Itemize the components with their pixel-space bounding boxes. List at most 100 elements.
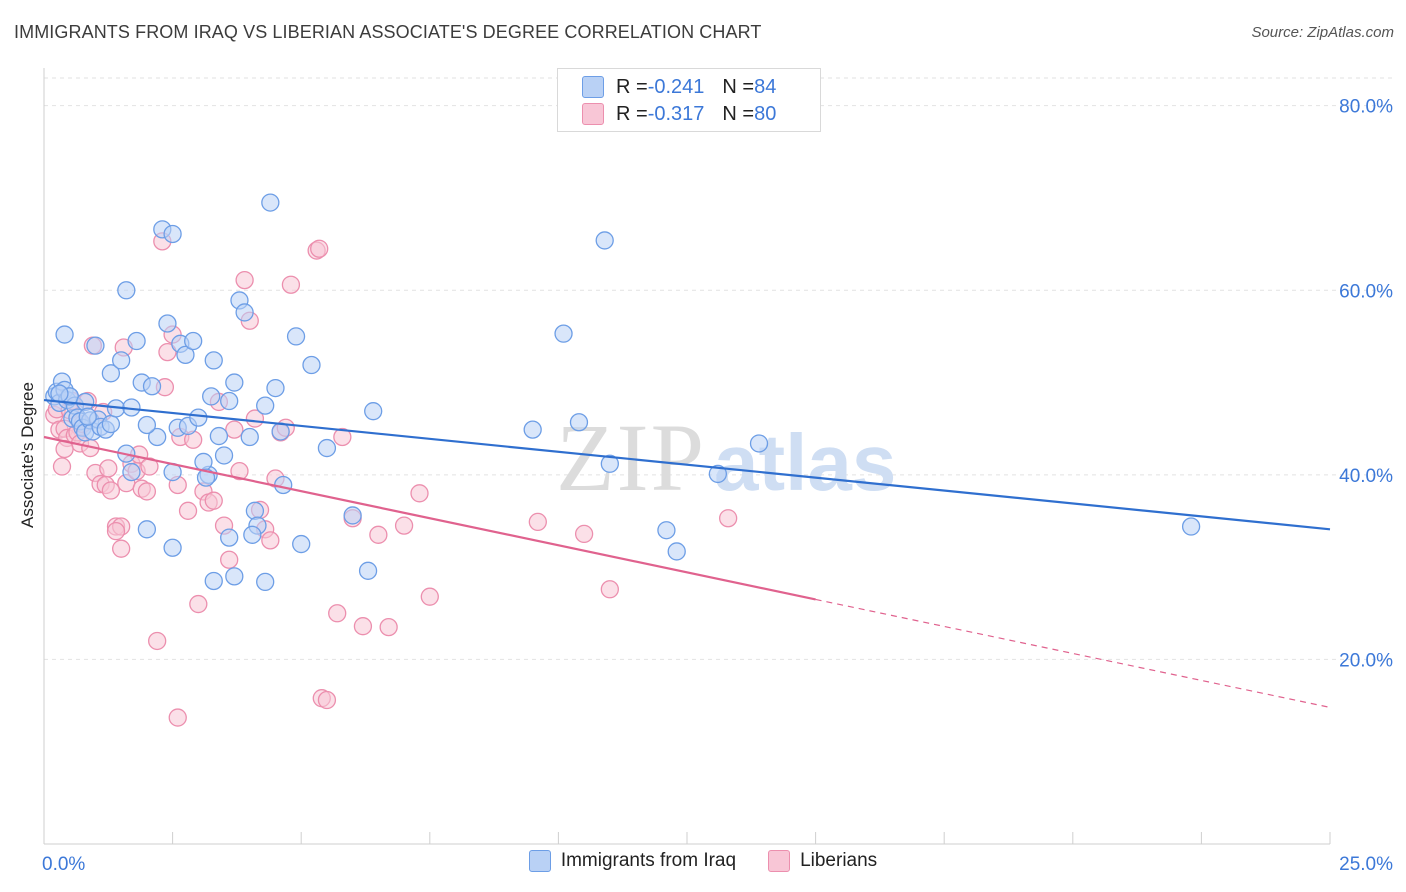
legend-n-value-iraq: 84 — [754, 75, 777, 98]
legend-row-iraq: R = -0.241 N = 84 — [582, 73, 776, 101]
iraq-point — [176, 345, 195, 365]
iraq-point — [554, 324, 573, 343]
liberians-point — [528, 512, 547, 532]
iraq-point — [209, 426, 229, 446]
iraq-point — [137, 415, 157, 435]
liberians-point — [148, 631, 167, 651]
iraq-point — [225, 567, 244, 586]
liberians-point — [101, 481, 121, 500]
liberians-point — [574, 524, 594, 544]
legend-n-label: N = — [722, 102, 755, 125]
iraq-point — [220, 528, 239, 547]
source-credit: Source: ZipAtlas.com — [1251, 24, 1394, 41]
liberians-point — [600, 580, 619, 599]
iraq-point — [261, 193, 280, 212]
iraq-point — [163, 538, 182, 557]
iraq-point — [235, 303, 254, 322]
trend-lines — [43, 398, 1331, 708]
liberians-point — [261, 531, 280, 550]
x-tick-label-max: 25.0% — [1339, 854, 1393, 875]
iraq-point — [302, 355, 321, 375]
iraq-point — [595, 231, 614, 250]
liberians-point — [225, 420, 244, 439]
liberians-point — [369, 525, 388, 544]
iraq-point — [76, 392, 95, 412]
liberians-point — [317, 690, 337, 710]
iraq-point — [101, 364, 121, 383]
y-tick-label: 80.0% — [1339, 97, 1393, 118]
liberians-trend-line — [43, 435, 816, 601]
iraq-point — [523, 420, 542, 439]
tick-labels: 20.0% 40.0% 60.0% 80.0% 0.0% 25.0% — [42, 97, 1393, 875]
legend-n-value-liberians: 80 — [754, 102, 777, 125]
series-label-liberians: Liberians — [800, 850, 878, 871]
iraq-point — [657, 521, 676, 540]
series-swatch-iraq — [528, 850, 551, 872]
liberians-point — [189, 594, 208, 614]
liberians-point — [420, 587, 439, 606]
iraq-point — [256, 572, 275, 592]
liberians-point — [158, 342, 177, 362]
iraq-point — [600, 454, 619, 473]
watermark-atlas: atlas — [714, 418, 896, 507]
iraq-point — [214, 446, 234, 465]
liberians-point — [379, 617, 398, 637]
liberians-point — [230, 462, 249, 481]
iraq-point — [204, 351, 223, 370]
legend-row-liberians: R = -0.317 N = 80 — [582, 100, 776, 128]
iraq-point — [163, 224, 182, 244]
y-tick-label: 60.0% — [1339, 281, 1393, 302]
iraq-point — [245, 501, 265, 520]
iraq-point — [101, 414, 121, 434]
iraq-point — [137, 520, 157, 539]
liberians-point — [137, 482, 157, 501]
iraq-point — [55, 325, 74, 344]
series-legend: Immigrants from Iraq Liberians — [0, 850, 1406, 872]
series-legend-liberians[interactable]: Liberians — [768, 850, 877, 872]
iraq-point — [708, 464, 728, 484]
iraq-point — [127, 331, 146, 351]
iraq-point — [358, 561, 378, 580]
legend-r-value-liberians: -0.317 — [647, 102, 705, 125]
iraq-point — [184, 331, 203, 351]
liberians-point — [235, 270, 254, 290]
liberians-point — [204, 491, 223, 510]
grid-lines — [44, 77, 1392, 660]
liberians-point — [106, 521, 126, 541]
iraq-point — [194, 452, 213, 472]
stats-legend: R = -0.241 N = 84 R = -0.317 N = 80 — [557, 68, 821, 132]
legend-r-label: R = — [616, 75, 648, 98]
iraq-point — [292, 534, 311, 554]
iraq-trend-line — [43, 398, 1331, 531]
iraq-point — [220, 391, 239, 411]
liberians-point — [328, 604, 347, 623]
liberians-point — [333, 427, 352, 447]
iraq-point — [158, 314, 177, 333]
iraq-point — [266, 378, 285, 398]
liberians-trend-extension — [815, 598, 1331, 708]
y-tick-label: 40.0% — [1339, 466, 1393, 487]
liberians-point — [410, 484, 429, 503]
iraq-point — [243, 525, 262, 544]
axes — [43, 68, 1331, 845]
series-legend-iraq[interactable]: Immigrants from Iraq — [528, 850, 736, 872]
liberians-point — [220, 550, 239, 569]
liberians-point — [281, 275, 301, 294]
liberians-point — [353, 617, 373, 636]
iraq-point — [343, 506, 362, 525]
iraq-point — [749, 434, 769, 453]
legend-r-value-iraq: -0.241 — [647, 75, 705, 98]
iraq-point — [202, 387, 221, 406]
liberians-point — [310, 239, 329, 258]
iraq-point — [112, 351, 131, 370]
iraq-point — [142, 377, 162, 396]
iraq-point — [317, 438, 337, 458]
iraq-point — [569, 413, 589, 432]
chart-title: IMMIGRANTS FROM IRAQ VS LIBERIAN ASSOCIA… — [14, 22, 762, 42]
y-tick-label: 20.0% — [1339, 650, 1393, 671]
liberians-point — [140, 457, 159, 476]
iraq-point — [256, 396, 275, 415]
iraq-point — [1181, 517, 1201, 536]
liberians-point — [112, 539, 131, 558]
